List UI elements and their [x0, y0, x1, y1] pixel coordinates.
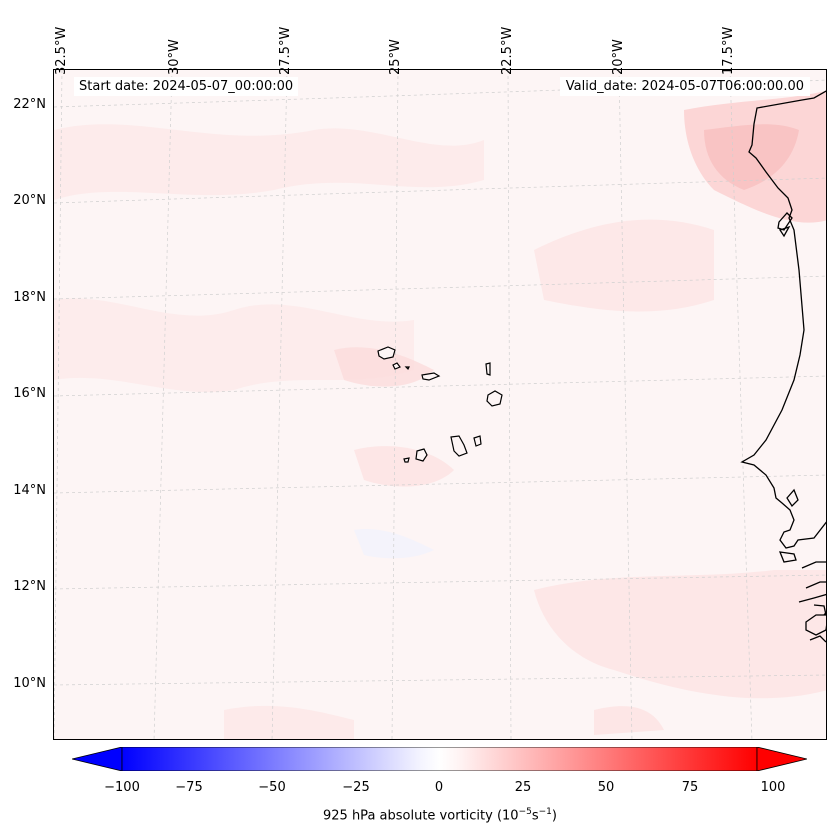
lat-label-22n: 22°N: [13, 97, 46, 112]
colorbar-label-text: 925 hPa absolute vorticity (10: [323, 808, 519, 824]
lat-label-14n: 14°N: [13, 483, 46, 498]
valid-date-label: Valid_date: 2024-05-07T06:00:00.00: [559, 77, 810, 96]
colorbar-extend-low: [72, 747, 123, 771]
lon-label-20w: 20°W: [611, 39, 626, 75]
colorbar-tick: −25: [342, 780, 370, 795]
lat-label-20n: 20°N: [13, 193, 46, 208]
vorticity-shading: [54, 90, 826, 739]
colorbar-label-mid: s: [531, 808, 539, 824]
colorbar-tick: 25: [514, 780, 532, 795]
lat-label-12n: 12°N: [13, 579, 46, 594]
colorbar-label-exp1: −5: [518, 807, 532, 817]
lon-label-27-5w: 27.5°W: [278, 26, 293, 75]
start-date-label: Start date: 2024-05-07_00:00:00: [74, 77, 299, 96]
colorbar-tick: 50: [597, 780, 615, 795]
colorbar-tick: 75: [681, 780, 699, 795]
map-panel: [53, 69, 827, 740]
colorbar-extend-high: [756, 747, 807, 771]
colorbar-label: 925 hPa absolute vorticity (10−5s−1): [0, 807, 837, 823]
colorbar: [72, 747, 807, 771]
colorbar-tick: 100: [760, 780, 786, 795]
lon-label-25w: 25°W: [388, 39, 403, 75]
colorbar-tick: 0: [434, 780, 444, 795]
colorbar-label-end: ): [551, 808, 557, 824]
vorticity-map: [54, 70, 826, 739]
colorbar-tick: −75: [175, 780, 203, 795]
cape-verde-islands: [377, 346, 503, 463]
lon-label-17-5w: 17.5°W: [721, 26, 736, 75]
african-coastline: [740, 90, 826, 643]
colorbar-tick: −100: [104, 780, 140, 795]
lon-label-32-5w: 32.5°W: [54, 26, 69, 75]
graticule: [54, 70, 826, 739]
lon-label-30w: 30°W: [167, 39, 182, 75]
lat-label-10n: 10°N: [13, 676, 46, 691]
lon-label-22-5w: 22.5°W: [500, 26, 515, 75]
lat-label-18n: 18°N: [13, 290, 46, 305]
colorbar-label-exp2: −1: [538, 807, 552, 817]
colorbar-tick: −50: [258, 780, 286, 795]
lat-label-16n: 16°N: [13, 386, 46, 401]
colorbar-body: [121, 747, 758, 771]
